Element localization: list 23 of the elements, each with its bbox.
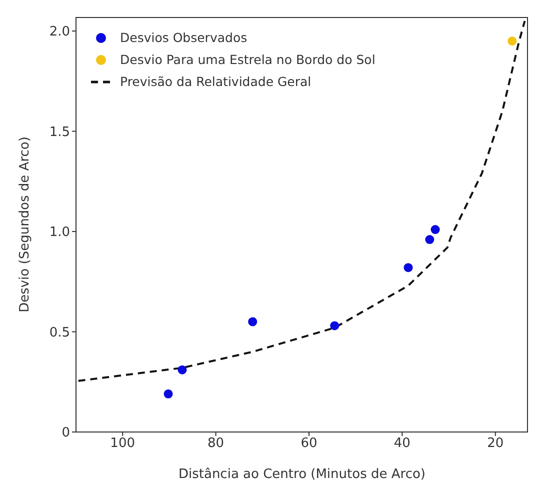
x-tick-label: 60 xyxy=(300,436,318,452)
point xyxy=(430,225,440,234)
y-tick-label: 1.0 xyxy=(49,225,70,240)
point xyxy=(508,36,517,46)
x-axis-title: Distância ao Centro (Minutos de Arco) xyxy=(178,467,426,482)
x-tick-label: 100 xyxy=(110,436,136,452)
point xyxy=(425,235,434,244)
y-tick-label: 0 xyxy=(62,426,70,441)
point xyxy=(248,317,258,326)
point xyxy=(164,389,173,398)
legend-label: Desvio Para uma Estrela no Bordo do Sol xyxy=(120,51,376,69)
point xyxy=(330,321,340,330)
legend-label: Desvios Observados xyxy=(120,29,248,47)
x-tick-label: 80 xyxy=(208,436,224,452)
y-tick-label: 1.5 xyxy=(49,124,70,140)
x-tick-label: 20 xyxy=(487,436,504,452)
y-tick-label: 0.5 xyxy=(49,325,70,340)
y-tick-label: 2.0 xyxy=(49,24,70,40)
y-axis-title: Desvio (Segundos de Arco) xyxy=(18,136,33,312)
point xyxy=(178,365,187,374)
point xyxy=(404,263,413,272)
x-tick-label: 40 xyxy=(394,436,410,452)
legend-label: Previsão da Relatividade Geral xyxy=(120,73,312,91)
